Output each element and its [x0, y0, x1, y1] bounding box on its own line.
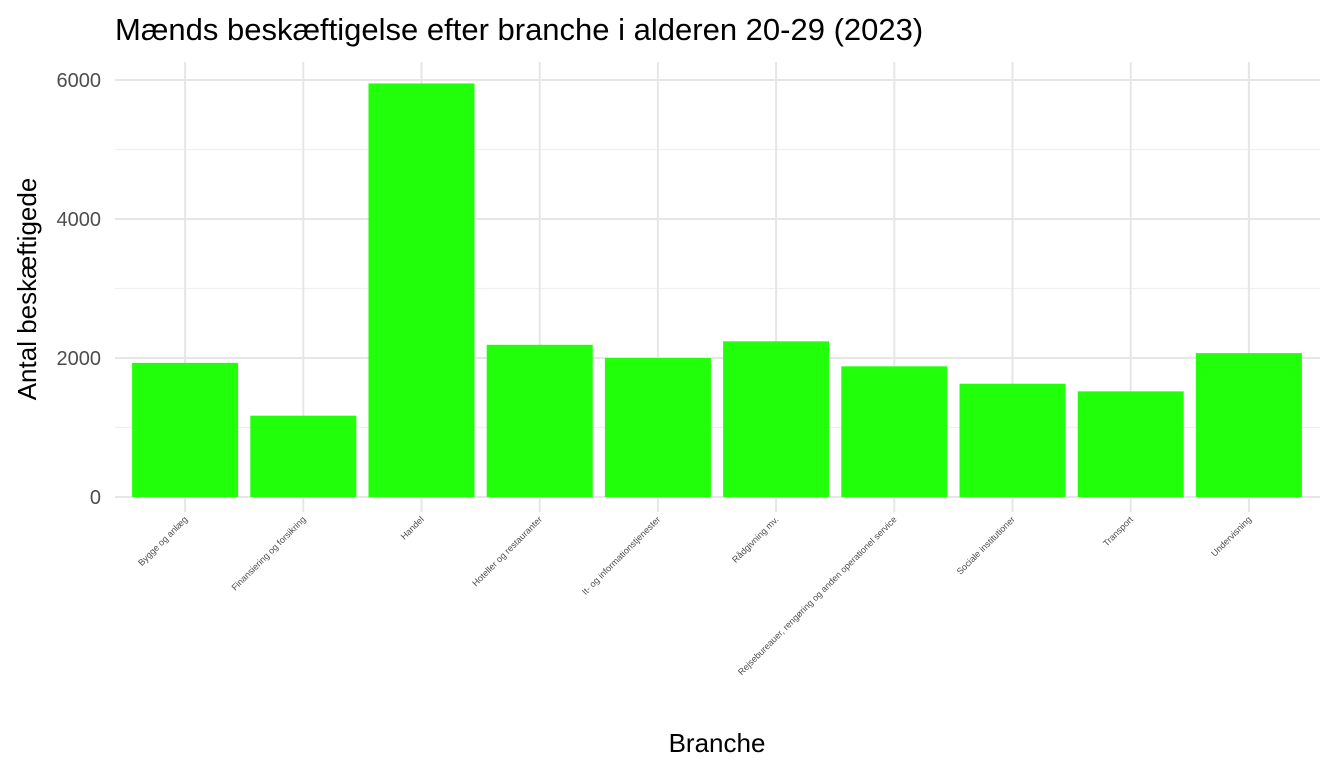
x-tick-label: Bygge og anlæg: [136, 514, 189, 567]
x-tick-label: Rådgivning mv.: [730, 514, 780, 564]
bar: [1195, 353, 1302, 497]
x-tick-label: Sociale institutioner: [955, 514, 1017, 576]
x-tick-label: Transport: [1101, 514, 1135, 548]
bar: [132, 362, 239, 497]
x-axis-title: Branche: [669, 728, 766, 758]
bar: [959, 383, 1066, 497]
x-tick-labels: Bygge og anlæg Finansiering og forsikring…: [136, 514, 1253, 677]
y-tick-label: 6000: [57, 70, 102, 92]
bars: [132, 83, 1302, 497]
bar: [1077, 391, 1184, 497]
y-tick-label: 2000: [57, 348, 102, 370]
y-tick-label: 0: [90, 487, 101, 509]
chart-title: Mænds beskæftigelse efter branche i alde…: [115, 12, 923, 47]
x-tick-label: Hoteller og restauranter: [470, 514, 544, 588]
x-tick-label: Finansiering og forsikring: [230, 514, 308, 592]
bar: [250, 415, 357, 497]
bar: [368, 83, 475, 497]
bar: [723, 341, 830, 497]
y-axis-title: Antal beskæftigede: [12, 178, 42, 401]
bar: [486, 344, 593, 497]
x-tick-label: It- og informationstjenester: [580, 514, 662, 596]
y-tick-label: 4000: [57, 209, 102, 231]
x-tick-label: Handel: [399, 514, 426, 541]
y-tick-labels: 0 2000 4000 6000: [57, 70, 102, 509]
bar: [604, 358, 711, 497]
x-tick-label: Undervisning: [1209, 514, 1253, 558]
bar: [841, 366, 948, 497]
